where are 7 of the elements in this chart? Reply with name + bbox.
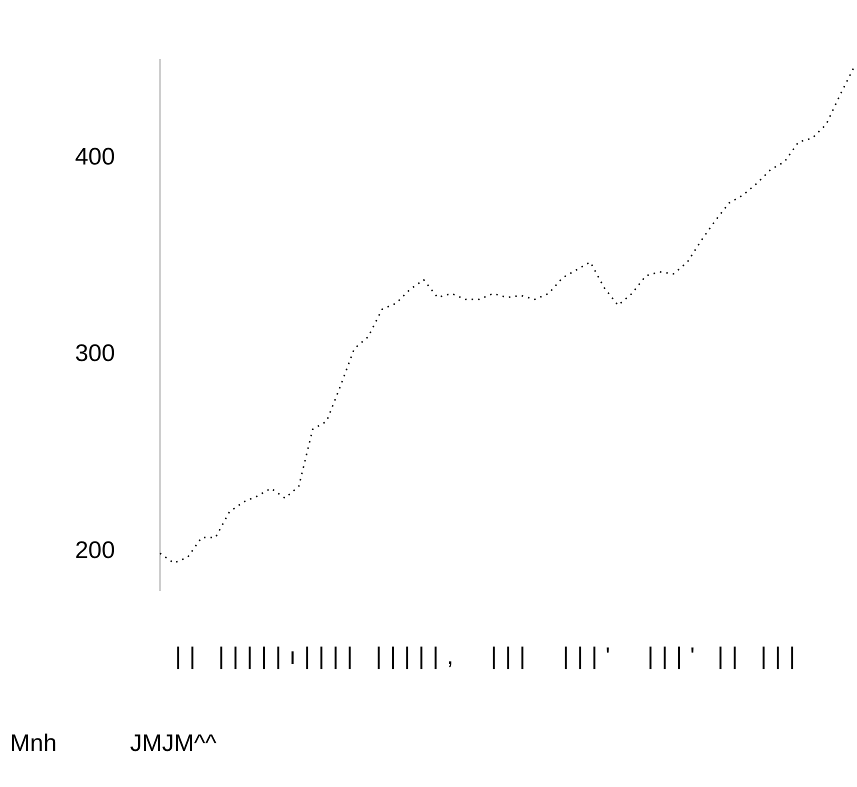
y-tick-label: 200 <box>74 536 115 564</box>
y-tick-label: 400 <box>74 143 115 170</box>
text: Mnh <box>10 730 57 758</box>
line-series <box>159 66 855 564</box>
text: || |||||ı|||| |||||, ||| |||' |||' || ||| <box>175 643 804 671</box>
text: JMJM^^ <box>130 730 217 758</box>
y-tick-label: 300 <box>74 340 115 368</box>
